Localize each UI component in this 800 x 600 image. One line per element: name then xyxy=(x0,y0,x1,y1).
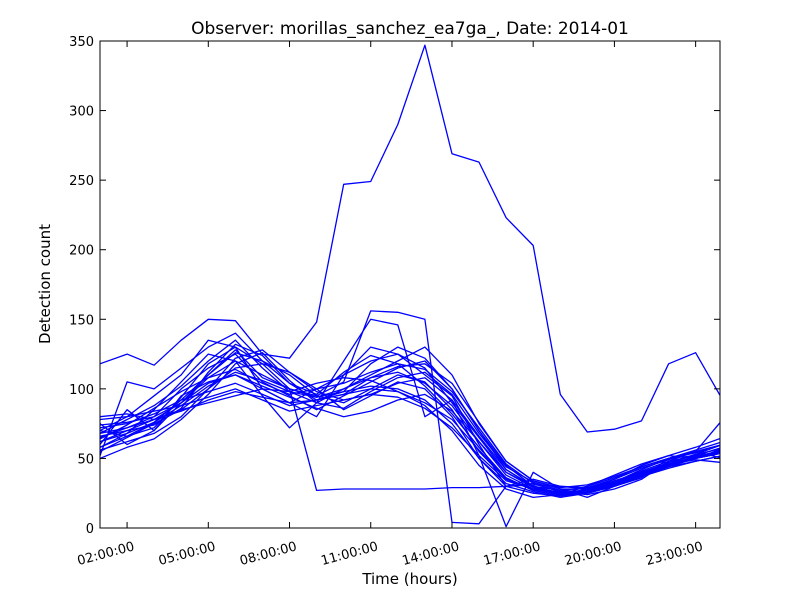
series-layer xyxy=(100,44,720,528)
y-tick-label: 50 xyxy=(77,452,94,467)
series-line-1 xyxy=(100,44,720,433)
y-tick-label: 250 xyxy=(69,174,94,189)
series-line-20 xyxy=(100,371,720,496)
y-axis-label: Detection count xyxy=(36,224,54,344)
series-line-10 xyxy=(100,346,720,492)
y-tick-label: 300 xyxy=(69,105,94,120)
series-line-15 xyxy=(100,388,720,493)
plot-area xyxy=(100,41,720,528)
series-line-18 xyxy=(100,349,720,496)
series-line-12 xyxy=(100,377,720,499)
plot-frame xyxy=(99,40,721,529)
y-tick-label: 0 xyxy=(86,522,94,537)
chart-title: Observer: morillas_sanchez_ea7ga_, Date:… xyxy=(191,19,629,39)
y-tick-label: 200 xyxy=(69,244,94,259)
y-axis: 0 50 100 150 200 250 300 350 xyxy=(69,35,720,537)
y-tick-label: 150 xyxy=(69,313,94,328)
series-line-3 xyxy=(100,310,720,525)
y-tick-label: 100 xyxy=(69,383,94,398)
series-line-9 xyxy=(100,339,720,489)
x-axis-label: Time (hours) xyxy=(361,570,457,588)
y-tick-label: 350 xyxy=(69,35,94,50)
series-line-22 xyxy=(100,352,720,490)
